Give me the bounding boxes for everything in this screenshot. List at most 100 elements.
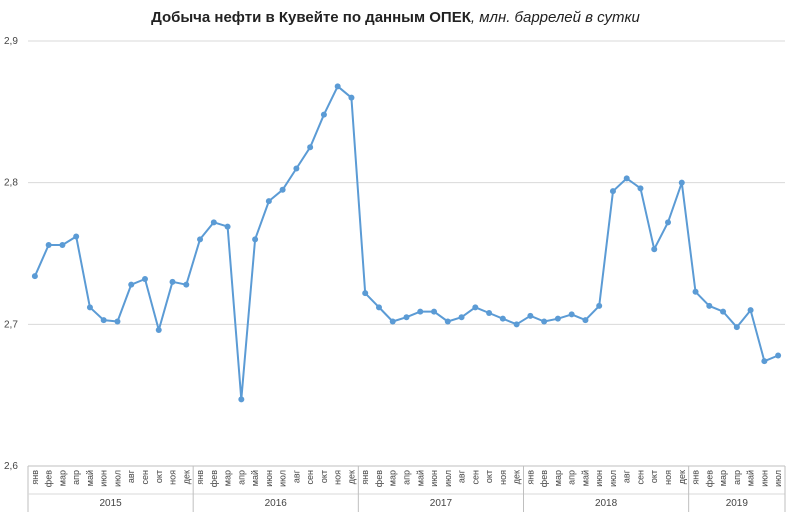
x-tick-label: апр bbox=[71, 470, 81, 485]
y-tick-label: 2,9 bbox=[4, 36, 18, 47]
data-point bbox=[238, 396, 245, 403]
x-tick-label: июл bbox=[278, 470, 288, 487]
x-tick-label: июн bbox=[759, 470, 769, 487]
series-oil-production bbox=[31, 83, 782, 403]
x-tick-label: май bbox=[250, 470, 260, 486]
data-point bbox=[499, 315, 506, 322]
x-tick-label: янв bbox=[525, 470, 535, 485]
x-tick-label: дек bbox=[677, 470, 687, 484]
x-tick-label: окт bbox=[319, 470, 329, 483]
x-tick-label: ноя bbox=[168, 470, 178, 485]
data-point bbox=[403, 314, 410, 321]
data-point bbox=[389, 318, 396, 325]
data-point bbox=[733, 324, 740, 331]
x-tick-label: июн bbox=[264, 470, 274, 487]
data-point bbox=[197, 236, 204, 243]
data-point bbox=[362, 290, 369, 297]
data-point bbox=[554, 315, 561, 322]
x-tick-label: окт bbox=[484, 470, 494, 483]
x-tick-label: сен bbox=[635, 470, 645, 485]
data-point bbox=[596, 302, 603, 309]
x-tick-label: фев bbox=[704, 470, 714, 487]
data-point bbox=[252, 236, 259, 243]
data-point bbox=[651, 246, 658, 253]
x-tick-label: мар bbox=[388, 470, 398, 486]
gridlines bbox=[28, 40, 785, 467]
data-point bbox=[45, 242, 52, 248]
x-tick-label: июн bbox=[99, 470, 109, 487]
y-axis: 2,6 2,7 2,8 2,9 bbox=[4, 36, 18, 472]
x-tick-label: янв bbox=[30, 470, 40, 485]
data-point bbox=[444, 318, 451, 325]
x-tick-label: янв bbox=[360, 470, 370, 485]
chart-title: Добыча нефти в Кувейте по данным ОПЕК, м… bbox=[0, 9, 791, 26]
x-tick-label: авг bbox=[622, 469, 632, 483]
chart-title-unit: , млн. баррелей в сутки bbox=[470, 9, 640, 26]
data-point bbox=[458, 314, 465, 321]
data-point bbox=[582, 317, 589, 324]
x-tick-label: мар bbox=[718, 470, 728, 486]
x-tick-label: ноя bbox=[663, 470, 673, 485]
year-label: 2015 bbox=[99, 498, 122, 509]
x-tick-label: янв bbox=[691, 470, 701, 485]
x-tick-label: окт bbox=[154, 470, 164, 483]
data-point bbox=[86, 304, 93, 311]
x-tick-label: апр bbox=[732, 470, 742, 485]
data-point bbox=[692, 288, 699, 295]
data-point bbox=[59, 242, 66, 248]
x-tick-label: сен bbox=[140, 470, 150, 485]
data-point bbox=[334, 83, 341, 90]
data-point bbox=[293, 165, 300, 172]
x-tick-label: апр bbox=[567, 470, 577, 485]
data-point bbox=[431, 308, 438, 315]
x-tick-label: май bbox=[85, 470, 95, 486]
x-tick-label: апр bbox=[236, 470, 246, 485]
x-tick-label: дек bbox=[181, 470, 191, 484]
x-tick-label: дек bbox=[346, 470, 356, 484]
x-tick-label: окт bbox=[649, 470, 659, 483]
data-point bbox=[210, 219, 217, 226]
x-tick-label: сен bbox=[470, 470, 480, 485]
x-tick-label: июл bbox=[112, 470, 122, 487]
x-tick-label: фев bbox=[539, 470, 549, 487]
x-tick-label: май bbox=[580, 470, 590, 486]
data-point bbox=[472, 304, 479, 311]
x-tick-label: фев bbox=[44, 470, 54, 487]
x-tick-label: сен bbox=[305, 470, 315, 485]
x-tick-label: мар bbox=[57, 470, 67, 486]
x-tick-label: апр bbox=[402, 470, 412, 485]
data-point bbox=[623, 175, 630, 182]
data-point bbox=[100, 317, 107, 324]
x-tick-label: ноя bbox=[333, 470, 343, 485]
data-point bbox=[320, 111, 327, 118]
data-point bbox=[141, 276, 148, 282]
data-point bbox=[31, 273, 38, 280]
chart-unit: млн. баррелей в сутки bbox=[479, 9, 640, 26]
year-label: 2016 bbox=[265, 498, 288, 509]
data-point bbox=[114, 318, 121, 325]
data-point bbox=[761, 358, 768, 365]
x-axis: янв фев мар апр май июн июл авг сен окт ноя дек2015… bbox=[27, 466, 786, 512]
x-tick-label: июн bbox=[594, 470, 604, 487]
y-tick-label: 2,7 bbox=[4, 319, 18, 330]
data-point bbox=[417, 308, 424, 315]
chart-title-main: Добыча нефти в Кувейте по данным ОПЕК bbox=[151, 9, 471, 26]
data-point bbox=[183, 281, 190, 288]
data-point bbox=[706, 302, 713, 309]
year-label: 2017 bbox=[430, 498, 453, 509]
y-tick-label: 2,8 bbox=[4, 178, 18, 189]
x-tick-label: июл bbox=[443, 470, 453, 487]
data-point bbox=[747, 307, 754, 314]
x-tick-label: фев bbox=[374, 470, 384, 487]
x-tick-label: дек bbox=[512, 470, 522, 484]
data-point bbox=[720, 308, 727, 315]
data-point bbox=[513, 321, 520, 328]
data-point bbox=[568, 311, 575, 318]
data-point bbox=[775, 352, 782, 359]
x-tick-label: ноя bbox=[498, 470, 508, 485]
x-tick-label: авг bbox=[457, 469, 467, 483]
data-point bbox=[169, 278, 176, 285]
x-tick-label: авг bbox=[126, 469, 136, 483]
x-tick-label: май bbox=[746, 470, 756, 486]
